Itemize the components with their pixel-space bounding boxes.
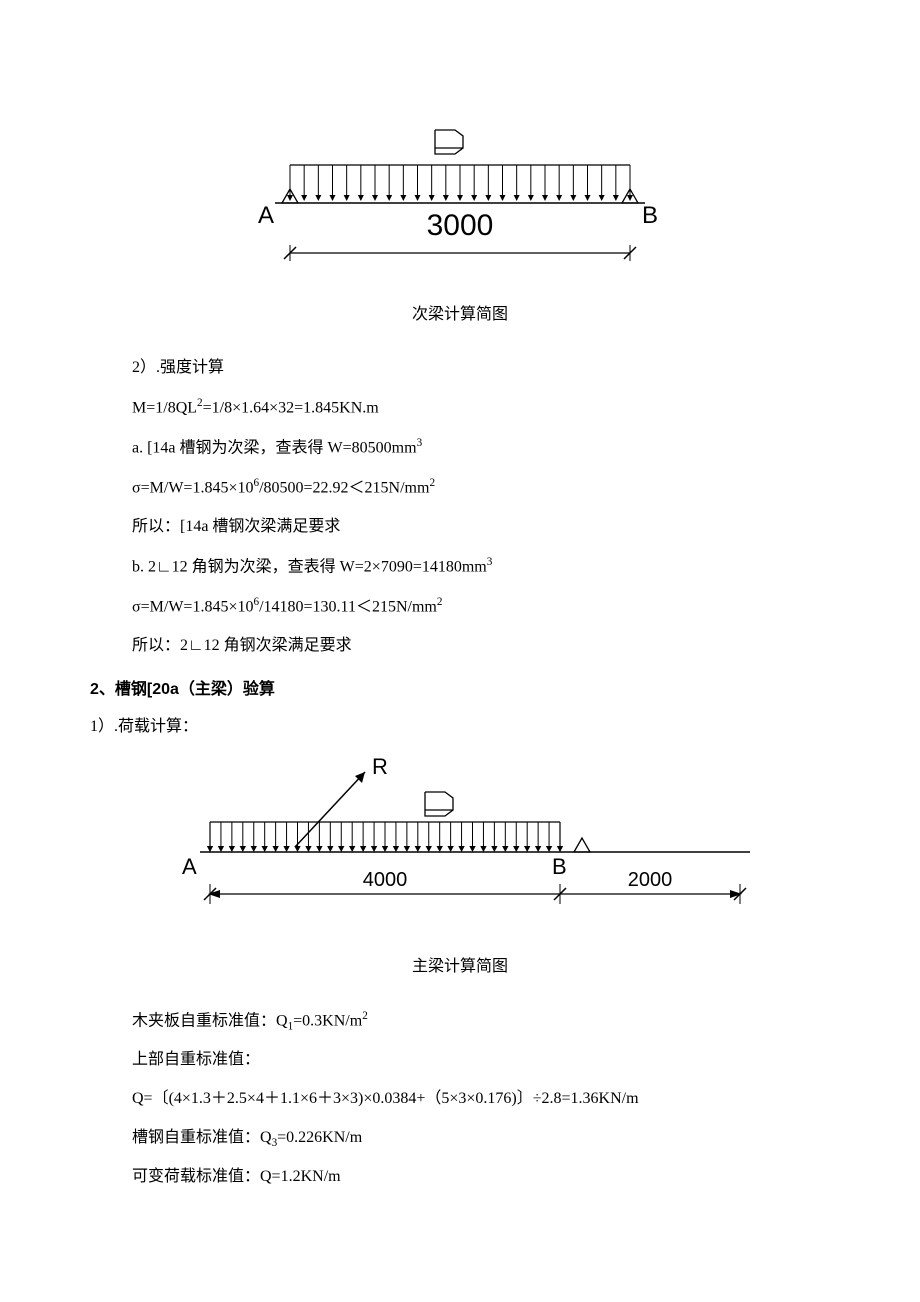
exp-3b: 3	[487, 556, 493, 568]
svg-text:4000: 4000	[363, 869, 408, 891]
case-b-text: b. 2∟12 角钢为次梁，查表得 W=2×7090=14180mm	[132, 558, 487, 575]
load-calc-title: 1）.荷载计算：	[90, 713, 830, 742]
conclusion-b: 所以：2∟12 角钢次梁满足要求	[132, 632, 830, 661]
caption-1: 次梁计算简图	[90, 300, 830, 324]
exp-2b: 2	[429, 477, 435, 489]
q-formula: Q=〔(4×1.3＋2.5×4＋1.1×6＋3×3)×0.0384+（5×3×0…	[132, 1085, 830, 1114]
diagram1-svg: A B 3000	[235, 120, 685, 275]
upper-weight-label: 上部自重标准值：	[132, 1046, 830, 1075]
q1-a: 木夹板自重标准值：Q	[132, 1012, 288, 1029]
q1-b: =0.3KN/m	[293, 1012, 362, 1029]
svg-text:2000: 2000	[628, 869, 673, 891]
svg-text:A: A	[182, 854, 197, 879]
q3-b: =0.226KN/m	[277, 1129, 362, 1146]
q1-line: 木夹板自重标准值：Q1=0.3KN/m2	[132, 1006, 830, 1037]
sigma-b: σ=M/W=1.845×106/14180=130.11＜215N/mm2	[132, 592, 830, 622]
main-beam-diagram: R A B 4000 2000	[90, 752, 830, 927]
q3-line: 槽钢自重标准值：Q3=0.226KN/m	[132, 1124, 830, 1153]
case-b: b. 2∟12 角钢为次梁，查表得 W=2×7090=14180mm3	[132, 552, 830, 582]
exp-3: 3	[417, 437, 423, 449]
svg-text:B: B	[552, 854, 567, 879]
svg-text:B: B	[642, 202, 658, 229]
svg-text:R: R	[372, 754, 388, 779]
sigma-b-2: /14180=130.11＜215N/mm	[259, 598, 437, 615]
sigma-a-1: σ=M/W=1.845×10	[132, 479, 253, 496]
moment-formula: M=1/8QL2=1/8×1.64×32=1.845KN.m	[132, 393, 830, 423]
moment-part2: =1/8×1.64×32=1.845KN.m	[203, 399, 379, 416]
sigma-b-1: σ=M/W=1.845×10	[132, 598, 253, 615]
case-a-text: a. [14a 槽钢为次梁，查表得 W=80500mm	[132, 439, 417, 456]
case-a: a. [14a 槽钢为次梁，查表得 W=80500mm3	[132, 433, 830, 463]
moment-part1: M=1/8QL	[132, 399, 197, 416]
exp-2d: 2	[362, 1010, 368, 1022]
caption-2: 主梁计算简图	[90, 952, 830, 976]
conclusion-a: 所以：[14a 槽钢次梁满足要求	[132, 513, 830, 542]
svg-text:A: A	[258, 202, 274, 229]
svg-text:3000: 3000	[427, 209, 494, 242]
exp-2c: 2	[437, 596, 443, 608]
sec-strength-title: 2）.强度计算	[132, 354, 830, 383]
q3-a: 槽钢自重标准值：Q	[132, 1129, 272, 1146]
diagram2-svg: R A B 4000 2000	[150, 752, 770, 927]
variable-load: 可变荷载标准值：Q=1.2KN/m	[132, 1163, 830, 1192]
main-beam-heading: 2、槽钢[20a（主梁）验算	[90, 675, 830, 699]
secondary-beam-diagram: A B 3000	[90, 120, 830, 275]
sigma-a-2: /80500=22.92＜215N/mm	[259, 479, 429, 496]
sigma-a: σ=M/W=1.845×106/80500=22.92＜215N/mm2	[132, 473, 830, 503]
